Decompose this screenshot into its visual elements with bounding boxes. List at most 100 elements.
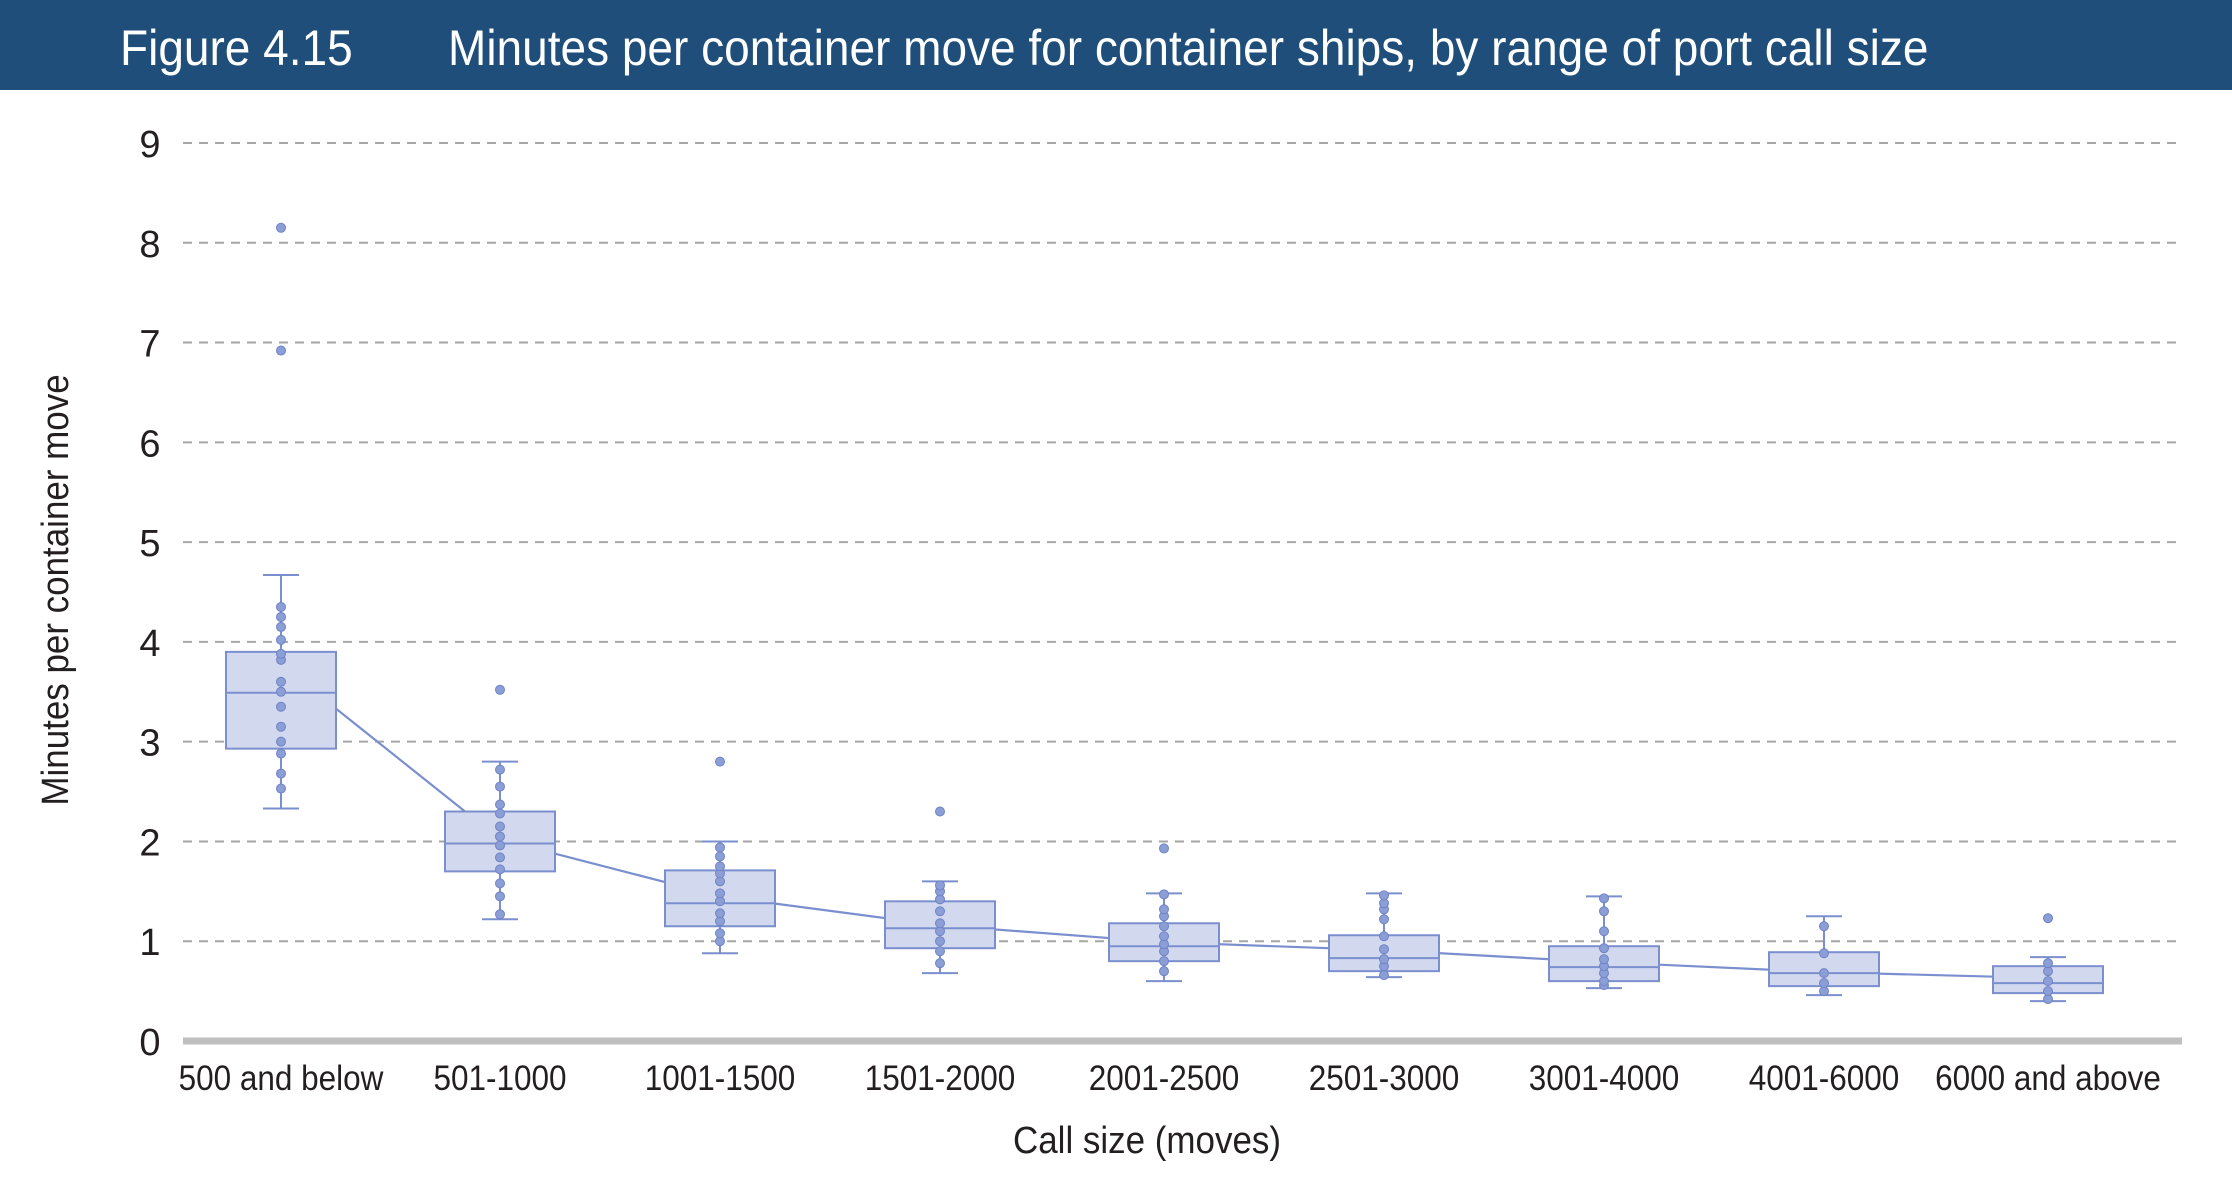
data-point	[715, 851, 725, 862]
iqr-box	[225, 650, 337, 750]
box-7	[1548, 893, 1660, 991]
data-point	[935, 958, 945, 969]
data-point	[276, 736, 286, 747]
y-tick-label-8: 8	[139, 224, 160, 266]
data-point	[276, 621, 286, 632]
x-tick-label-6: 2501-3000	[1309, 1060, 1460, 1099]
data-point	[1159, 931, 1169, 942]
data-point	[276, 783, 286, 794]
data-point	[276, 721, 286, 732]
y-tick-label-9: 9	[139, 124, 160, 166]
y-tick-label-4: 4	[139, 623, 160, 665]
data-point	[276, 676, 286, 687]
data-point	[276, 611, 286, 622]
data-point	[715, 928, 725, 939]
data-point	[276, 701, 286, 712]
data-point	[495, 781, 505, 792]
y-tick-label-3: 3	[139, 723, 160, 765]
x-tick-label-2: 501-1000	[433, 1060, 566, 1099]
y-axis-title: Minutes per container move	[34, 374, 77, 805]
boxes	[225, 222, 2104, 1005]
gridlines	[183, 142, 2182, 943]
y-tick-label-2: 2	[139, 822, 160, 864]
figure-header: Figure 4.15 Minutes per container move f…	[0, 0, 2232, 90]
data-point	[495, 852, 505, 863]
y-tick-label-0: 0	[139, 1022, 160, 1064]
outlier-point	[715, 756, 725, 767]
axes: 0 1 2 3 4 5 6 7 8 9 500 and below 501-1000 1001-1500…	[139, 124, 2182, 1098]
data-point	[495, 864, 505, 875]
y-tick-label-7: 7	[139, 324, 160, 366]
figure-title: Minutes per container move for container…	[448, 20, 1929, 76]
data-point	[276, 748, 286, 759]
data-point	[1379, 970, 1389, 981]
data-point	[2043, 958, 2053, 969]
data-point	[276, 634, 286, 645]
data-point	[1379, 914, 1389, 925]
data-point	[1599, 893, 1609, 904]
data-point	[935, 918, 945, 929]
data-point	[495, 831, 505, 842]
data-point	[1159, 889, 1169, 900]
data-point	[935, 946, 945, 957]
data-point	[2043, 986, 2053, 997]
data-point	[935, 906, 945, 917]
x-tick-label-8: 4001-6000	[1749, 1060, 1900, 1099]
box-2	[444, 684, 556, 921]
x-tick-label-1: 500 and below	[179, 1060, 385, 1099]
data-point	[1599, 906, 1609, 917]
x-tick-label-5: 2001-2500	[1089, 1060, 1240, 1099]
data-point	[715, 888, 725, 899]
data-point	[495, 909, 505, 920]
data-point	[1819, 948, 1829, 959]
outlier-point	[1159, 843, 1169, 854]
data-point	[495, 821, 505, 832]
data-point	[1819, 978, 1829, 989]
y-tick-label-6: 6	[139, 423, 160, 465]
box-1	[225, 222, 337, 810]
data-point	[495, 840, 505, 851]
data-point	[935, 880, 945, 891]
outlier-point	[935, 806, 945, 817]
y-tick-label-1: 1	[139, 922, 160, 964]
box-9	[1992, 913, 2104, 1005]
outlier-point	[495, 684, 505, 695]
data-point	[715, 842, 725, 853]
box-5	[1108, 843, 1220, 983]
data-point	[1159, 921, 1169, 932]
data-point	[495, 878, 505, 889]
data-point	[1159, 956, 1169, 967]
data-point	[1379, 954, 1389, 965]
data-point	[276, 768, 286, 779]
outlier-point	[2043, 913, 2053, 924]
data-point	[1379, 931, 1389, 942]
x-tick-label-9: 6000 and above	[1935, 1060, 2161, 1099]
data-point	[276, 648, 286, 659]
data-point	[1159, 966, 1169, 977]
outlier-point	[276, 345, 286, 356]
data-point	[495, 764, 505, 775]
data-point	[276, 601, 286, 612]
data-point	[1379, 944, 1389, 955]
data-point	[1819, 968, 1829, 979]
figure-number: Figure 4.15	[120, 20, 353, 76]
data-point	[715, 861, 725, 872]
box-6	[1328, 890, 1440, 981]
data-point	[1599, 954, 1609, 965]
outlier-point	[276, 222, 286, 233]
x-tick-label-4: 1501-2000	[865, 1060, 1016, 1099]
data-point	[1159, 904, 1169, 915]
box-8	[1768, 915, 1880, 997]
x-axis-title: Call size (moves)	[1013, 1119, 1281, 1162]
data-point	[1599, 943, 1609, 954]
data-point	[1379, 890, 1389, 901]
data-point	[495, 799, 505, 810]
data-point	[1599, 926, 1609, 937]
data-point	[715, 908, 725, 919]
x-tick-label-7: 3001-4000	[1529, 1060, 1680, 1099]
data-point	[1819, 921, 1829, 932]
box-3	[664, 756, 776, 955]
data-point	[935, 936, 945, 947]
data-point	[2043, 976, 2053, 987]
